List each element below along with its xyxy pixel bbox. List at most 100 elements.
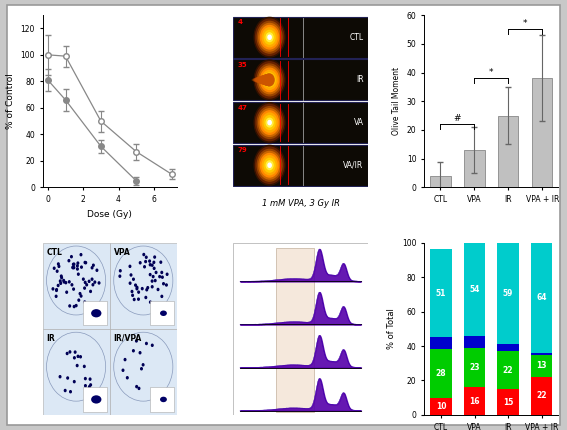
Circle shape — [72, 266, 74, 268]
Bar — [531, 377, 552, 415]
Circle shape — [254, 78, 256, 81]
Circle shape — [59, 376, 61, 378]
Circle shape — [262, 113, 277, 132]
Circle shape — [77, 262, 79, 264]
Circle shape — [88, 386, 90, 388]
Circle shape — [268, 163, 271, 167]
Bar — [430, 176, 451, 187]
Circle shape — [266, 33, 273, 42]
Circle shape — [52, 288, 54, 290]
Circle shape — [77, 355, 79, 357]
Circle shape — [74, 357, 75, 359]
Circle shape — [153, 276, 154, 278]
Circle shape — [261, 75, 269, 84]
Circle shape — [135, 284, 136, 286]
Circle shape — [260, 76, 266, 84]
Bar — [430, 398, 452, 415]
Bar — [498, 116, 518, 187]
Circle shape — [130, 274, 132, 276]
Circle shape — [91, 267, 93, 269]
Text: VA: VA — [354, 118, 363, 127]
Text: *: * — [523, 19, 527, 28]
Circle shape — [92, 264, 94, 266]
Circle shape — [56, 289, 57, 292]
Circle shape — [86, 284, 87, 286]
Circle shape — [263, 75, 270, 85]
Circle shape — [261, 76, 268, 84]
Circle shape — [139, 352, 141, 354]
Circle shape — [65, 282, 67, 284]
Circle shape — [262, 75, 269, 84]
Circle shape — [252, 79, 253, 80]
Circle shape — [83, 366, 85, 368]
Circle shape — [81, 266, 82, 268]
Text: 28: 28 — [436, 369, 446, 378]
Circle shape — [139, 262, 141, 264]
Circle shape — [74, 381, 75, 383]
Bar — [497, 243, 519, 344]
Circle shape — [96, 269, 98, 271]
Circle shape — [141, 288, 143, 290]
Bar — [464, 150, 485, 187]
Circle shape — [79, 292, 81, 295]
Bar — [532, 78, 552, 187]
Circle shape — [56, 295, 57, 297]
Ellipse shape — [160, 397, 167, 402]
Circle shape — [84, 261, 86, 264]
Circle shape — [146, 342, 147, 344]
Circle shape — [264, 74, 273, 86]
Circle shape — [254, 145, 285, 185]
Circle shape — [253, 79, 256, 81]
Circle shape — [124, 359, 126, 361]
Circle shape — [65, 390, 66, 392]
Circle shape — [136, 288, 138, 290]
Circle shape — [262, 156, 277, 175]
Circle shape — [91, 278, 93, 280]
Circle shape — [146, 289, 147, 291]
Circle shape — [256, 62, 284, 98]
Circle shape — [264, 74, 272, 85]
Circle shape — [259, 151, 280, 179]
Circle shape — [261, 76, 267, 84]
Circle shape — [60, 280, 61, 282]
Circle shape — [126, 377, 128, 379]
Circle shape — [260, 154, 279, 177]
Circle shape — [145, 261, 146, 263]
Text: 4: 4 — [238, 19, 242, 25]
Circle shape — [264, 116, 275, 129]
Text: 51: 51 — [436, 289, 446, 298]
Bar — [276, 248, 314, 412]
Circle shape — [257, 107, 282, 138]
Bar — [109, 329, 177, 415]
Bar — [497, 351, 519, 389]
Circle shape — [61, 275, 62, 277]
Circle shape — [260, 111, 279, 134]
Circle shape — [264, 31, 275, 44]
Circle shape — [257, 22, 282, 53]
Circle shape — [259, 77, 263, 83]
Circle shape — [256, 77, 260, 82]
Circle shape — [56, 270, 58, 272]
Bar — [497, 389, 519, 415]
Circle shape — [133, 298, 135, 301]
Circle shape — [151, 264, 153, 266]
Ellipse shape — [46, 246, 105, 315]
Circle shape — [253, 79, 255, 81]
Circle shape — [57, 285, 59, 286]
Circle shape — [258, 77, 263, 83]
Circle shape — [259, 77, 265, 83]
Circle shape — [166, 284, 167, 286]
Circle shape — [120, 270, 121, 272]
Circle shape — [85, 262, 87, 264]
Text: 35: 35 — [238, 62, 247, 68]
Text: VPA: VPA — [114, 248, 130, 257]
Circle shape — [71, 256, 72, 258]
Circle shape — [260, 76, 265, 83]
Circle shape — [138, 387, 140, 390]
Circle shape — [154, 280, 156, 282]
Circle shape — [69, 281, 70, 283]
Circle shape — [61, 276, 62, 279]
Circle shape — [73, 267, 75, 269]
Circle shape — [154, 256, 155, 258]
Bar — [497, 344, 519, 351]
